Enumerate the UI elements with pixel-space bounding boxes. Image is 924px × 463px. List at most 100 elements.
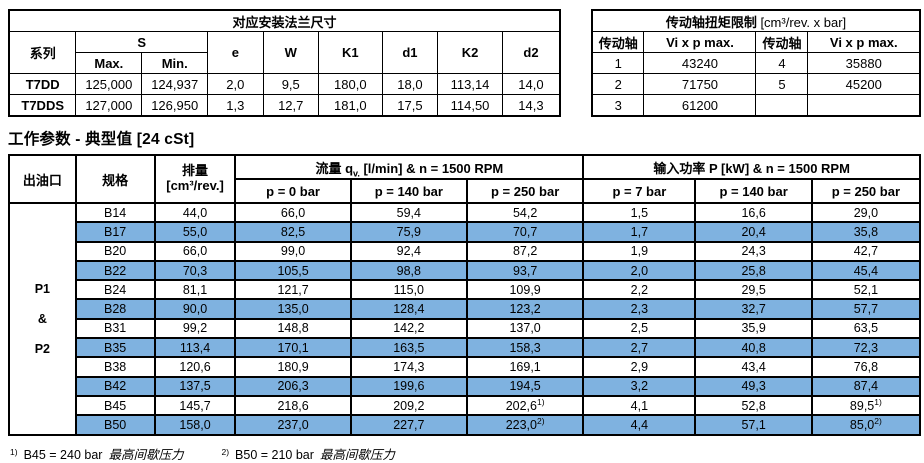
footnote-italic-text: 最高间歇压力 xyxy=(319,447,395,462)
power-140bar-cell: 20,4 xyxy=(694,221,813,243)
k2-cell: 114,50 xyxy=(437,94,503,117)
flow-0bar-cell: 82,5 xyxy=(234,221,352,243)
table-row: B22 70,3 105,5 98,8 93,7 2,0 25,8 45,4 xyxy=(9,259,922,282)
series-cell: T7DD xyxy=(8,73,77,95)
power-250bar-cell: 85,02) xyxy=(810,414,922,436)
displacement-unit: [cm³/rev.] xyxy=(166,178,224,193)
displacement-cell: 44,0 xyxy=(153,201,237,224)
d1-cell: 17,5 xyxy=(381,94,439,117)
flow-140bar-cell: 98,8 xyxy=(349,259,468,282)
col-header-flow-250bar: p = 250 bar xyxy=(465,178,585,204)
e-cell: 2,0 xyxy=(207,73,264,95)
flow-label-unit: [l/min] & n = 1500 RPM xyxy=(359,160,504,176)
col-header-power-140bar: p = 140 bar xyxy=(694,178,813,204)
power-140bar-cell: 24,3 xyxy=(694,240,813,262)
section-title: 工作参数 - 典型值 [24 cSt] xyxy=(8,131,195,148)
spec-cell: B42 xyxy=(74,375,156,397)
power-140bar-cell: 49,3 xyxy=(694,375,813,397)
flow-0bar-cell: 170,1 xyxy=(234,337,352,359)
displacement-cell: 145,7 xyxy=(153,394,237,417)
s-max-cell: 125,000 xyxy=(75,73,143,95)
displacement-cell: 90,0 xyxy=(153,298,237,320)
displacement-cell: 158,0 xyxy=(153,414,237,436)
flow-250bar-value: 54,2 xyxy=(512,205,538,220)
flow-0bar-cell: 148,8 xyxy=(234,317,352,340)
operating-parameters-table: 出油口 规格 排量 [cm³/rev.] 流量 qv. [l/min] & n … xyxy=(8,154,922,436)
flow-250bar-cell: 87,2 xyxy=(465,240,585,262)
table-row: B31 99,2 148,8 142,2 137,0 2,5 35,9 63,5 xyxy=(9,317,922,340)
footnote-marker: 1) xyxy=(874,396,882,407)
power-7bar-cell: 2,2 xyxy=(582,279,697,301)
vip-cell: 43240 xyxy=(643,52,757,74)
s-min-cell: 126,950 xyxy=(141,94,209,117)
power-140bar-cell: 25,8 xyxy=(694,259,813,282)
power-7bar-cell: 1,9 xyxy=(582,240,697,262)
col-header-displacement: 排量 [cm³/rev.] xyxy=(153,154,237,204)
flow-250bar-cell: 194,5 xyxy=(465,375,585,397)
flow-250bar-cell: 223,02) xyxy=(465,414,585,436)
flow-250bar-cell: 109,9 xyxy=(465,279,585,301)
power-7bar-cell: 2,3 xyxy=(582,298,697,320)
power-250bar-cell: 76,8 xyxy=(810,356,922,378)
spec-cell: B24 xyxy=(74,279,156,301)
col-group-power: 输入功率 P [kW] & n = 1500 RPM xyxy=(582,154,921,180)
footnote-marker: 1) xyxy=(536,396,545,407)
flow-140bar-cell: 209,2 xyxy=(349,394,468,417)
top-tables-row: 对应安装法兰尺寸 系列 S e W K1 d1 K2 d2 Max. Min. … xyxy=(8,9,921,117)
flow-140bar-cell: 128,4 xyxy=(349,298,468,320)
power-7bar-cell: 2,7 xyxy=(582,337,697,359)
displacement-label: 排量 xyxy=(182,163,209,179)
port-line: P2 xyxy=(34,341,50,356)
table-row: B38 120,6 180,9 174,3 169,1 2,9 43,4 76,… xyxy=(9,356,922,378)
shaft-cell xyxy=(755,94,809,117)
d1-cell: 18,0 xyxy=(381,73,439,95)
spec-cell: B31 xyxy=(74,317,156,340)
footnote-text: B45 = 240 bar xyxy=(23,447,103,462)
torque-title-text: 传动轴扭矩限制 xyxy=(665,14,757,30)
flow-140bar-cell: 163,5 xyxy=(349,337,468,359)
shaft-cell: 5 xyxy=(755,73,809,95)
table-row: B42 137,5 206,3 199,6 194,5 3,2 49,3 87,… xyxy=(9,375,922,397)
displacement-cell: 137,5 xyxy=(153,375,237,397)
power-250bar-cell: 35,8 xyxy=(810,221,922,243)
flow-0bar-cell: 180,9 xyxy=(234,356,352,378)
spec-cell: B38 xyxy=(74,356,156,378)
vip-cell: 35880 xyxy=(807,52,921,74)
power-7bar-cell: 1,7 xyxy=(582,221,697,243)
flow-140bar-cell: 59,4 xyxy=(349,201,468,224)
table-row: P1 & P2 B14 44,0 66,0 59,4 54,2 1,5 16,6… xyxy=(8,201,922,436)
flow-140bar-cell: 115,0 xyxy=(349,279,468,301)
spec-cell: B14 xyxy=(74,201,156,224)
col-header-vip-left: Vi x p max. xyxy=(643,31,757,53)
footnote-marker: 2) xyxy=(874,415,882,426)
table-row: 2 71750 5 45200 xyxy=(591,73,921,95)
flow-0bar-cell: 66,0 xyxy=(234,201,352,224)
power-7bar-cell: 3,2 xyxy=(582,375,697,397)
e-cell: 1,3 xyxy=(207,94,264,117)
table-row: 3 61200 xyxy=(591,94,921,117)
flow-250bar-cell: 202,61) xyxy=(465,394,585,417)
flow-0bar-cell: 105,5 xyxy=(234,259,352,282)
footnotes: 1) B45 = 240 bar 最高间歇压力 2) B50 = 210 bar… xyxy=(10,444,921,463)
flange-table-title: 对应安装法兰尺寸 xyxy=(8,9,561,32)
flow-0bar-cell: 206,3 xyxy=(234,375,352,397)
col-header-series: 系列 xyxy=(8,31,77,74)
flow-0bar-cell: 135,0 xyxy=(234,298,352,320)
col-header-shaft-left: 传动轴 xyxy=(591,31,645,53)
col-header-spec: 规格 xyxy=(74,154,156,204)
vip-cell: 71750 xyxy=(643,73,757,95)
s-min-cell: 124,937 xyxy=(141,73,209,95)
shaft-cell: 2 xyxy=(591,73,645,95)
col-header-w: W xyxy=(262,31,319,74)
flow-250bar-value: 202,6 xyxy=(505,398,537,413)
flow-250bar-value: 223,0 xyxy=(505,417,537,432)
displacement-cell: 70,3 xyxy=(153,259,237,282)
power-140bar-cell: 43,4 xyxy=(694,356,813,378)
flow-140bar-cell: 199,6 xyxy=(349,375,468,397)
vip-cell: 45200 xyxy=(807,73,921,95)
power-250bar-cell: 29,0 xyxy=(810,201,922,224)
port-line: & xyxy=(37,311,47,326)
col-header-power-7bar: p = 7 bar xyxy=(582,178,697,204)
spec-cell: B45 xyxy=(74,394,156,417)
